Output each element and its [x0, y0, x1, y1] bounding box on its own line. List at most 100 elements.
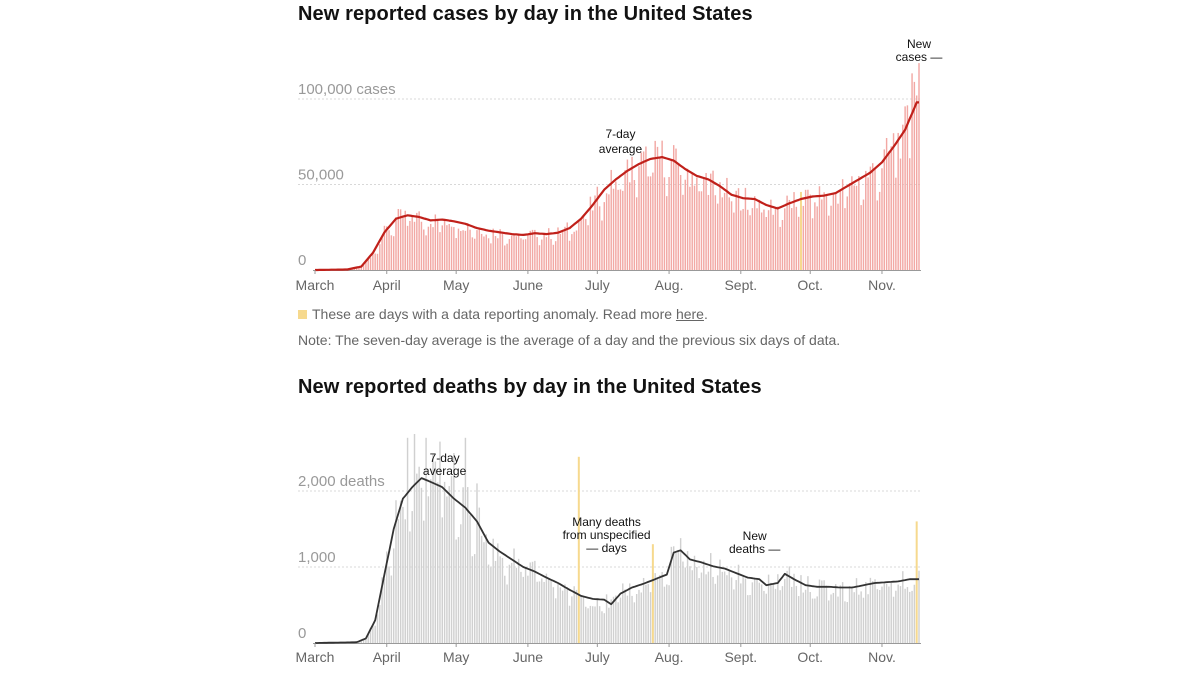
daily-bar: [622, 583, 624, 643]
x-tick-label: June: [513, 649, 544, 665]
daily-bar: [881, 586, 883, 643]
daily-bar: [895, 590, 897, 643]
daily-bar: [645, 146, 647, 270]
daily-bar: [888, 151, 890, 270]
daily-bar: [483, 542, 485, 643]
daily-bar: [450, 226, 453, 270]
daily-bar: [744, 187, 747, 270]
daily-bar: [763, 209, 765, 270]
daily-bar: [420, 221, 423, 270]
annotation-label: deaths —: [729, 542, 780, 556]
daily-bar: [904, 106, 906, 270]
daily-bar: [897, 132, 899, 270]
daily-bar: [635, 594, 638, 643]
daily-bar: [367, 258, 369, 270]
daily-bar: [848, 585, 851, 643]
daily-bar: [543, 581, 545, 643]
daily-bar: [740, 210, 742, 270]
daily-bar: [710, 553, 712, 643]
cases-chart-title: New reported cases by day in the United …: [298, 3, 753, 25]
daily-bar: [631, 156, 633, 270]
daily-bar: [647, 583, 649, 643]
daily-bar: [575, 230, 578, 270]
daily-bar: [395, 217, 397, 270]
daily-bar: [696, 177, 698, 270]
daily-bar: [561, 229, 564, 270]
daily-bar: [876, 200, 879, 270]
daily-bar: [494, 560, 497, 643]
daily-bar: [589, 196, 592, 270]
daily-bar: [617, 189, 619, 270]
daily-bar: [781, 586, 784, 643]
daily-bar: [675, 148, 677, 270]
daily-bar: [462, 230, 464, 270]
daily-bar: [649, 176, 652, 270]
daily-bar: [504, 575, 506, 643]
daily-bar: [517, 558, 520, 643]
daily-bar: [841, 582, 844, 643]
daily-bar: [689, 186, 691, 270]
daily-bar: [441, 225, 443, 270]
daily-bar: [376, 614, 379, 643]
daily-bar: [633, 602, 636, 643]
daily-bar: [758, 582, 761, 643]
daily-bar: [793, 192, 795, 270]
daily-bar: [575, 589, 578, 643]
daily-bar: [777, 574, 779, 643]
daily-bar: [834, 584, 837, 643]
daily-bar: [913, 584, 916, 643]
daily-bar: [737, 188, 740, 270]
daily-bar: [793, 573, 795, 643]
daily-bar: [490, 567, 492, 643]
daily-bar: [686, 551, 689, 643]
daily-bar: [480, 233, 483, 270]
daily-bar: [485, 534, 487, 643]
daily-bar: [760, 584, 763, 643]
daily-bar: [693, 185, 696, 270]
daily-bar: [918, 570, 920, 643]
daily-bar: [446, 496, 448, 643]
daily-bar: [490, 243, 492, 270]
daily-bar: [520, 571, 522, 643]
daily-bar: [679, 538, 682, 643]
y-tick-label: 100,000 cases: [298, 81, 396, 98]
daily-bar: [728, 570, 730, 643]
daily-bar: [566, 587, 568, 643]
daily-bar: [499, 556, 501, 643]
daily-bar: [666, 584, 668, 643]
daily-bar: [897, 584, 899, 643]
anomaly-note-text: These are days with a data reporting ano…: [312, 306, 673, 322]
daily-bar: [679, 174, 682, 270]
daily-bar: [714, 195, 717, 270]
daily-bar: [659, 158, 661, 270]
daily-bar: [899, 586, 902, 643]
daily-bar: [735, 580, 737, 643]
daily-bar: [362, 263, 365, 270]
daily-bar: [737, 564, 740, 643]
daily-bar: [580, 596, 582, 643]
y-tick-label: 0: [298, 625, 306, 642]
daily-bar: [832, 592, 835, 643]
daily-bar: [640, 592, 643, 643]
daily-bar: [629, 583, 631, 643]
daily-bar: [524, 567, 527, 643]
daily-bar: [404, 210, 406, 270]
daily-bar: [429, 479, 432, 643]
daily-bar: [601, 220, 603, 270]
daily-bar: [807, 189, 809, 270]
daily-bar: [904, 588, 906, 643]
daily-bar: [369, 257, 372, 270]
daily-bar: [360, 267, 363, 270]
daily-bar: [811, 598, 814, 643]
daily-bar: [848, 183, 851, 270]
daily-bar: [703, 560, 705, 643]
daily-bar: [809, 592, 811, 643]
daily-bar: [767, 574, 770, 643]
daily-bar: [846, 196, 848, 270]
read-more-link[interactable]: here: [675, 306, 704, 322]
daily-bar: [788, 199, 791, 270]
daily-bar: [432, 227, 434, 270]
daily-bar: [619, 189, 622, 270]
daily-bar: [763, 590, 765, 643]
daily-bar: [386, 551, 388, 643]
